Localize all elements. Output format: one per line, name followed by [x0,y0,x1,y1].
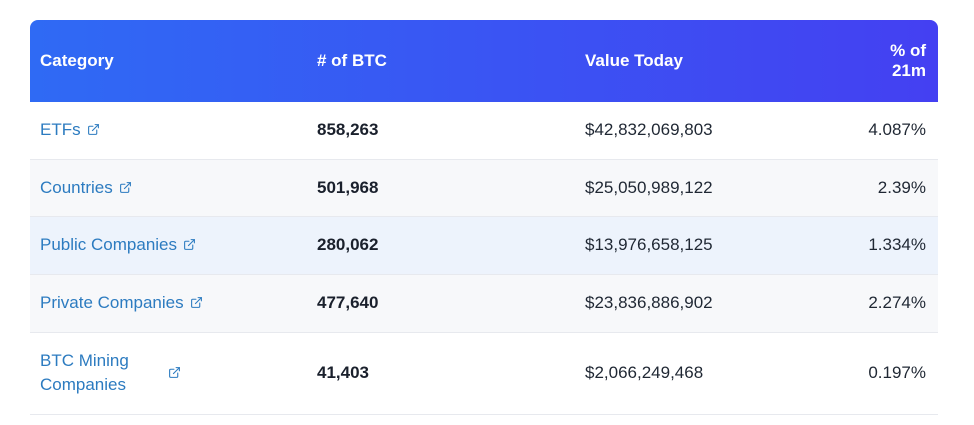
table-row-countries: Countries 501,968 $25,050,989,122 2.39% [30,159,938,218]
table-row-private-companies: Private Companies 477,640 $23,836,886,90… [30,274,938,333]
external-link-icon [119,181,131,193]
value-today: $2,066,249,468 [575,332,843,415]
external-link-icon [184,239,195,251]
pct-of-21m: 1.334% [843,216,938,275]
btc-amount: 477,640 [307,274,575,333]
table-row-etfs: ETFs 858,263 $42,832,069,803 4.087% [30,102,938,160]
header-value-today: Value Today [585,51,683,70]
header-num-btc: # of BTC [317,51,387,70]
external-link-icon [190,297,202,308]
header-category: Category [40,51,114,70]
table-row-btc-mining-companies: BTC Mining Companies 41,403 $2,066,249,4… [30,332,938,415]
pct-of-21m: 2.39% [843,159,938,218]
value-today: $13,976,658,125 [575,216,843,275]
btc-amount: 501,968 [307,159,575,218]
external-link-icon [87,124,99,135]
category-cell: ETFs [30,102,307,160]
external-link-icon [169,366,180,378]
category-link-countries[interactable]: Countries [40,178,132,197]
table-header-row: Category # of BTC Value Today % of 21m [30,20,938,102]
category-cell: Private Companies [30,274,307,333]
value-today: $23,836,886,902 [575,274,843,333]
category-link-btc-mining-companies[interactable]: BTC Mining Companies [40,351,181,394]
btc-holdings-table: Category # of BTC Value Today % of 21m E… [30,20,938,415]
pct-of-21m: 0.197% [843,332,938,415]
value-today: $25,050,989,122 [575,159,843,218]
category-label: BTC Mining Companies [40,350,129,395]
category-cell: BTC Mining Companies [30,332,307,415]
value-today: $42,832,069,803 [575,102,843,160]
btc-amount: 858,263 [307,102,575,160]
header-pct-21m: % of 21m [890,41,926,80]
category-label: Countries [40,177,113,197]
pct-of-21m: 2.274% [843,274,938,333]
category-link-etfs[interactable]: ETFs [40,120,100,139]
category-label: Private Companies [40,292,184,312]
category-label: ETFs [40,120,81,139]
btc-holdings-table-wrap: Category # of BTC Value Today % of 21m E… [30,20,938,415]
category-cell: Countries [30,159,307,218]
category-cell: Public Companies [30,216,307,275]
pct-of-21m: 4.087% [843,102,938,160]
btc-amount: 41,403 [307,332,575,415]
category-link-private-companies[interactable]: Private Companies [40,293,203,312]
btc-amount: 280,062 [307,216,575,275]
category-link-public-companies[interactable]: Public Companies [40,235,196,254]
category-label: Public Companies [40,235,178,255]
table-row-public-companies: Public Companies 280,062 $13,976,658,125… [30,216,938,275]
